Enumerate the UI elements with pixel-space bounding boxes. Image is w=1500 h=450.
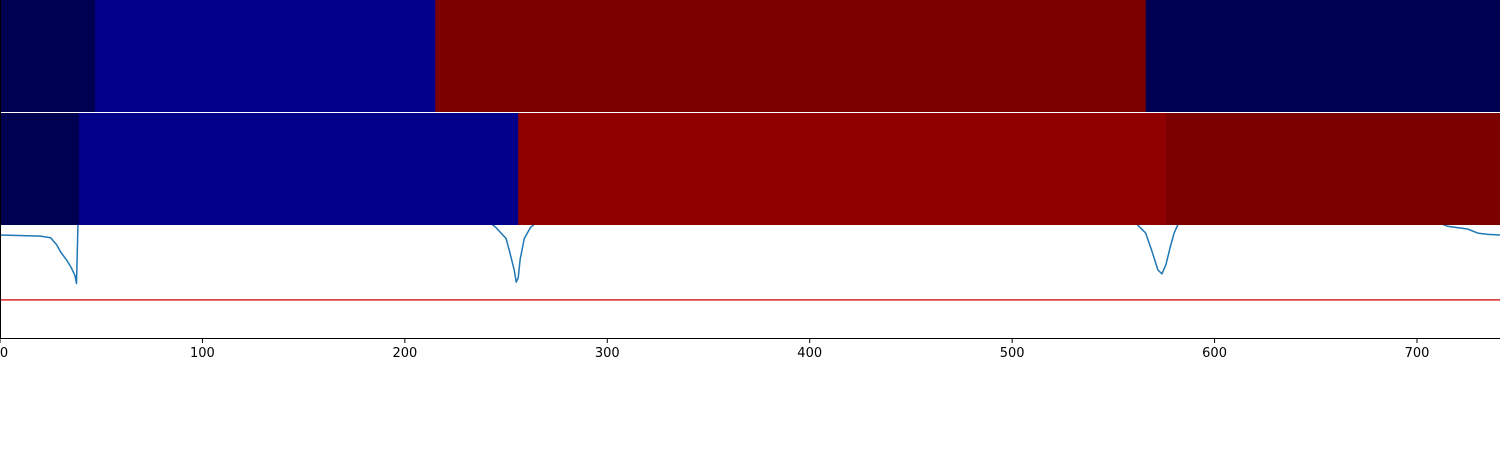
band-segment xyxy=(1145,0,1500,112)
x-tick-label: 700 xyxy=(1405,346,1430,361)
series-line xyxy=(0,214,1500,285)
band-segment xyxy=(78,113,519,225)
band-segment xyxy=(0,113,80,225)
band-segment xyxy=(95,0,436,112)
x-tick-label: 300 xyxy=(595,346,620,361)
band-segment xyxy=(0,0,96,112)
x-tick-label: 200 xyxy=(392,346,417,361)
x-tick-label: 100 xyxy=(190,346,215,361)
band-segment xyxy=(1165,113,1500,225)
x-tick-label: 0 xyxy=(0,346,8,361)
band-segment xyxy=(435,0,1147,112)
x-tick-label: 400 xyxy=(797,346,822,361)
x-tick-label: 500 xyxy=(1000,346,1025,361)
band-segment xyxy=(518,113,1167,225)
x-tick-label: 600 xyxy=(1202,346,1227,361)
